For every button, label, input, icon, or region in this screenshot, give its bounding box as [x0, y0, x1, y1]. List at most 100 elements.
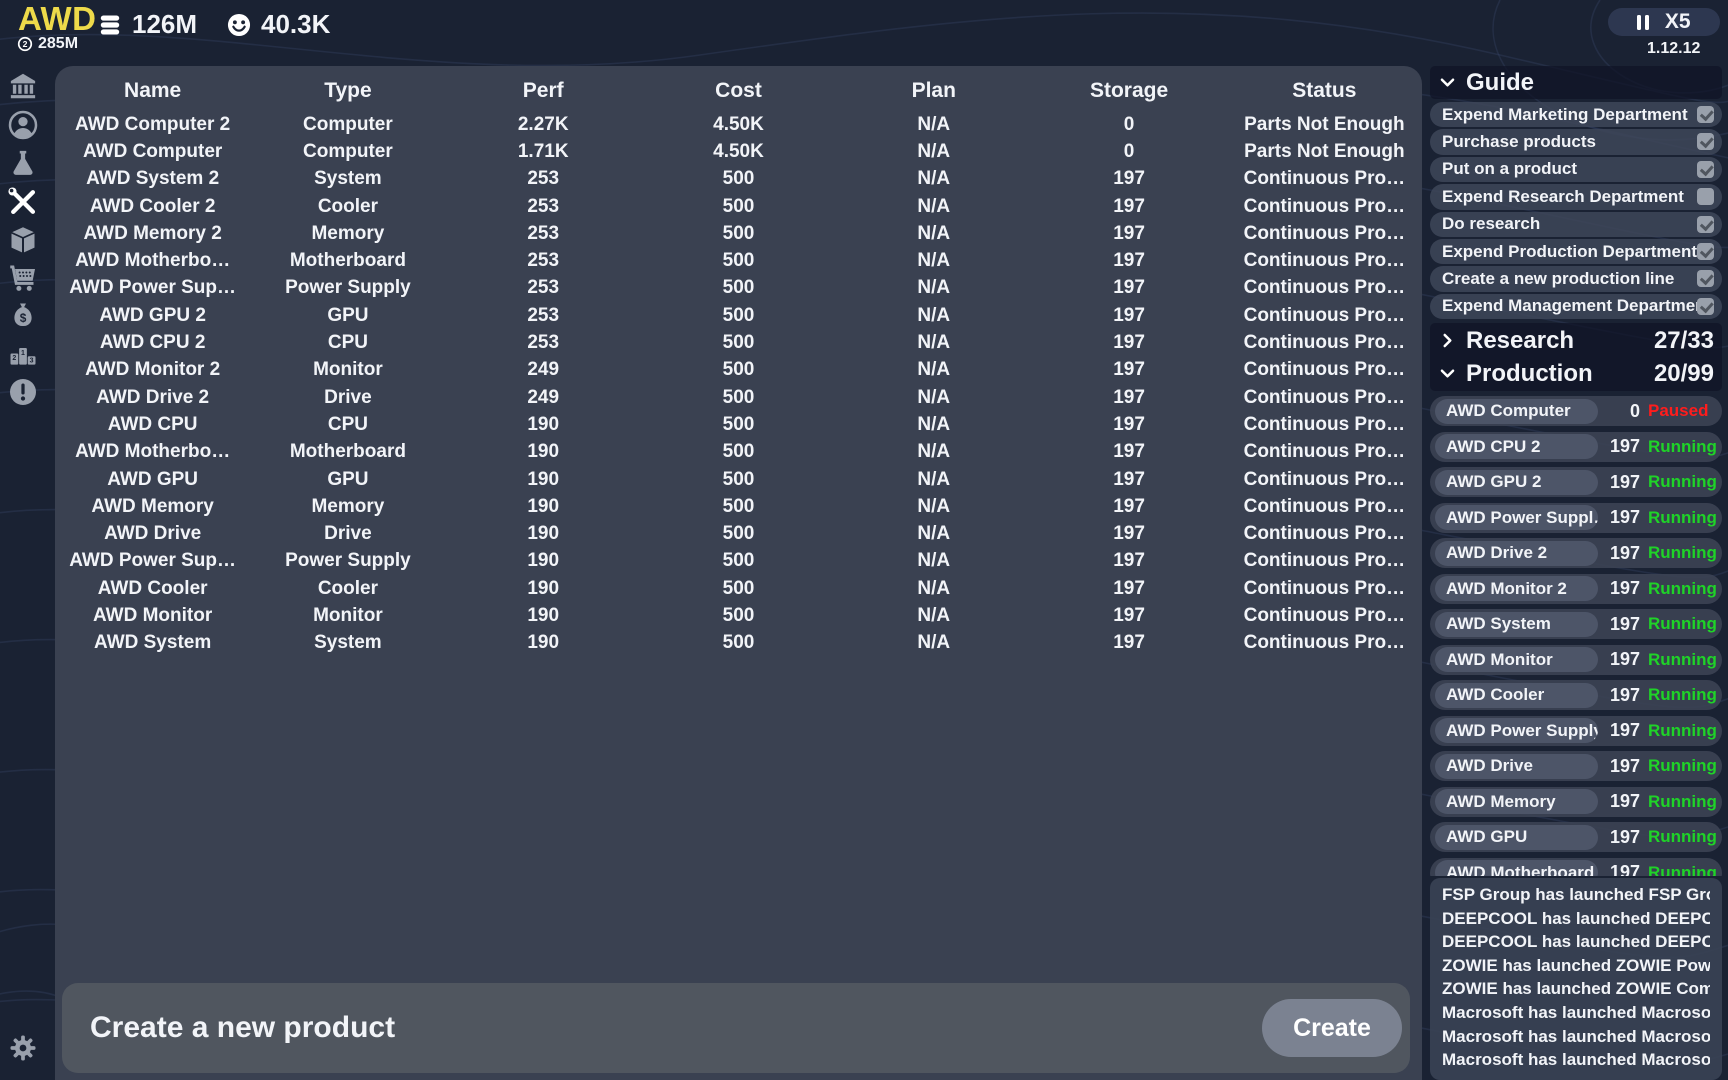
table-row[interactable]: AWD Drive 2 Drive 249 500 N/A 197 Contin… [55, 384, 1422, 411]
create-button[interactable]: Create [1262, 999, 1402, 1057]
production-name: AWD System [1435, 611, 1598, 637]
production-status: Running [1648, 649, 1717, 669]
guide-checkbox[interactable] [1697, 133, 1714, 151]
production-name: AWD Drive [1435, 753, 1598, 779]
guide-list: Expend Marketing Department Purchase pro… [1430, 102, 1722, 320]
cell-name: AWD Cooler 2 [89, 195, 216, 217]
production-row[interactable]: AWD Computer 0 Paused [1430, 396, 1722, 427]
table-row[interactable]: AWD Drive Drive 190 500 N/A 197 Continuo… [55, 520, 1422, 547]
sidebar-item-bank[interactable] [8, 71, 38, 101]
cell-type: Monitor [313, 359, 383, 381]
production-row[interactable]: AWD Monitor 197 Running [1430, 644, 1722, 675]
column-header: Status [1292, 79, 1357, 102]
table-row[interactable]: AWD Computer 2 Computer 2.27K 4.50K N/A … [55, 111, 1422, 138]
production-row[interactable]: AWD Motherboard 197 Running [1430, 857, 1722, 877]
production-row[interactable]: AWD GPU 2 197 Running [1430, 467, 1722, 498]
table-row[interactable]: AWD Power Sup… Power Supply 253 500 N/A … [55, 275, 1422, 302]
cell-name: AWD Monitor 2 [85, 359, 221, 381]
guide-checkbox[interactable] [1697, 188, 1714, 206]
table-row[interactable]: AWD CPU CPU 190 500 N/A 197 Continuous P… [55, 411, 1422, 438]
production-name: AWD Cooler [1435, 682, 1598, 708]
table-row[interactable]: AWD Monitor Monitor 190 500 N/A 197 Cont… [55, 602, 1422, 629]
guide-item[interactable]: Expend Marketing Department [1430, 102, 1722, 128]
svg-text:3: 3 [30, 357, 34, 364]
sidebar-item-workshop[interactable] [5, 184, 41, 220]
production-row[interactable]: AWD CPU 2 197 Running [1430, 431, 1722, 462]
table-row[interactable]: AWD Cooler 2 Cooler 253 500 N/A 197 Cont… [55, 193, 1422, 220]
research-section-header[interactable]: Research 27/33 [1430, 324, 1722, 357]
guide-checkbox[interactable] [1697, 242, 1714, 260]
sidebar-item-alerts[interactable] [8, 377, 38, 407]
cell-cost: 500 [722, 523, 755, 545]
guide-checkbox[interactable] [1697, 270, 1714, 288]
guide-section-header[interactable]: Guide [1430, 66, 1722, 99]
sidebar-item-settings[interactable] [8, 1033, 38, 1063]
production-qty: 197 [1609, 542, 1640, 563]
guide-checkbox[interactable] [1697, 106, 1714, 123]
guide-item-label: Expend Production Department [1442, 241, 1698, 261]
table-row[interactable]: AWD System System 190 500 N/A 197 Contin… [55, 630, 1422, 657]
cell-status: Continuous Pro… [1243, 168, 1406, 190]
production-row[interactable]: AWD GPU 197 Running [1430, 822, 1722, 853]
chevron-right-icon [1443, 333, 1452, 348]
pause-icon[interactable] [1637, 14, 1649, 30]
table-row[interactable]: AWD CPU 2 CPU 253 500 N/A 197 Continuous… [55, 329, 1422, 356]
production-section-header[interactable]: Production 20/99 [1430, 357, 1722, 390]
production-row[interactable]: AWD Drive 197 Running [1430, 751, 1722, 782]
cell-type: Memory [311, 495, 385, 517]
cell-name: AWD Motherbo… [75, 250, 231, 272]
guide-item-label: Put on a product [1442, 159, 1578, 179]
cell-plan: N/A [917, 441, 951, 463]
production-row[interactable]: AWD Memory 197 Running [1430, 786, 1722, 817]
table-row[interactable]: AWD System 2 System 253 500 N/A 197 Cont… [55, 166, 1422, 193]
shop-cart-icon [10, 265, 35, 291]
production-row[interactable]: AWD Power Suppl… 197 Running [1430, 502, 1722, 533]
news-item: DEEPCOOL has launched DEEPCOO… [1442, 908, 1710, 928]
sidebar-item-research[interactable] [8, 148, 38, 178]
guide-checkbox[interactable] [1697, 160, 1714, 178]
sidebar-item-finance[interactable]: $ [8, 301, 38, 331]
table-row[interactable]: AWD Computer Computer 1.71K 4.50K N/A 0 … [55, 138, 1422, 165]
production-row[interactable]: AWD Drive 2 197 Running [1430, 538, 1722, 569]
guide-item[interactable]: Expend Production Department [1430, 238, 1722, 265]
guide-item[interactable]: Create a new production line [1430, 266, 1722, 292]
production-qty: 197 [1609, 720, 1640, 741]
table-row[interactable]: AWD Memory Memory 190 500 N/A 197 Contin… [55, 493, 1422, 520]
production-qty: 197 [1609, 826, 1640, 847]
guide-item[interactable]: Expend Management Department [1430, 293, 1722, 320]
table-row[interactable]: AWD Motherbo… Motherboard 253 500 N/A 19… [55, 247, 1422, 274]
production-row[interactable]: AWD Cooler 197 Running [1430, 680, 1722, 711]
table-row[interactable]: AWD Memory 2 Memory 253 500 N/A 197 Cont… [55, 220, 1422, 247]
speed-control[interactable]: X5 [1608, 8, 1720, 36]
cell-status: Continuous Pro… [1243, 413, 1406, 435]
production-row[interactable]: AWD System 197 Running [1430, 609, 1722, 640]
cell-plan: N/A [917, 604, 951, 626]
cell-cost: 500 [722, 550, 755, 572]
production-row[interactable]: AWD Power Supply 197 Running [1430, 715, 1722, 746]
production-status: Running [1648, 436, 1717, 456]
sidebar-item-shop[interactable] [8, 263, 38, 293]
sidebar-item-inventory[interactable] [8, 225, 38, 255]
guide-item-label: Expend Research Department [1442, 186, 1684, 206]
cell-plan: N/A [917, 359, 951, 381]
table-row[interactable]: AWD GPU GPU 190 500 N/A 197 Continuous P… [55, 466, 1422, 493]
cell-plan: N/A [917, 222, 951, 244]
table-row[interactable]: AWD Motherbo… Motherboard 190 500 N/A 19… [55, 439, 1422, 466]
guide-item[interactable]: Purchase products [1430, 129, 1722, 155]
cell-status: Continuous Pro… [1243, 250, 1406, 272]
guide-item[interactable]: Expend Research Department [1430, 184, 1722, 210]
guide-checkbox[interactable] [1697, 215, 1714, 233]
table-row[interactable]: AWD Power Sup… Power Supply 190 500 N/A … [55, 548, 1422, 575]
table-row[interactable]: AWD GPU 2 GPU 253 500 N/A 197 Continuous… [55, 302, 1422, 329]
sidebar-item-profile[interactable] [8, 110, 38, 140]
guide-checkbox[interactable] [1697, 297, 1714, 315]
guide-item-label: Expend Marketing Department [1442, 104, 1688, 124]
cell-plan: N/A [917, 113, 951, 135]
guide-item[interactable]: Put on a product [1430, 156, 1722, 183]
table-row[interactable]: AWD Cooler Cooler 190 500 N/A 197 Contin… [55, 575, 1422, 602]
table-row[interactable]: AWD Monitor 2 Monitor 249 500 N/A 197 Co… [55, 357, 1422, 384]
guide-item[interactable]: Do research [1430, 211, 1722, 237]
production-row[interactable]: AWD Monitor 2 197 Running [1430, 573, 1722, 604]
